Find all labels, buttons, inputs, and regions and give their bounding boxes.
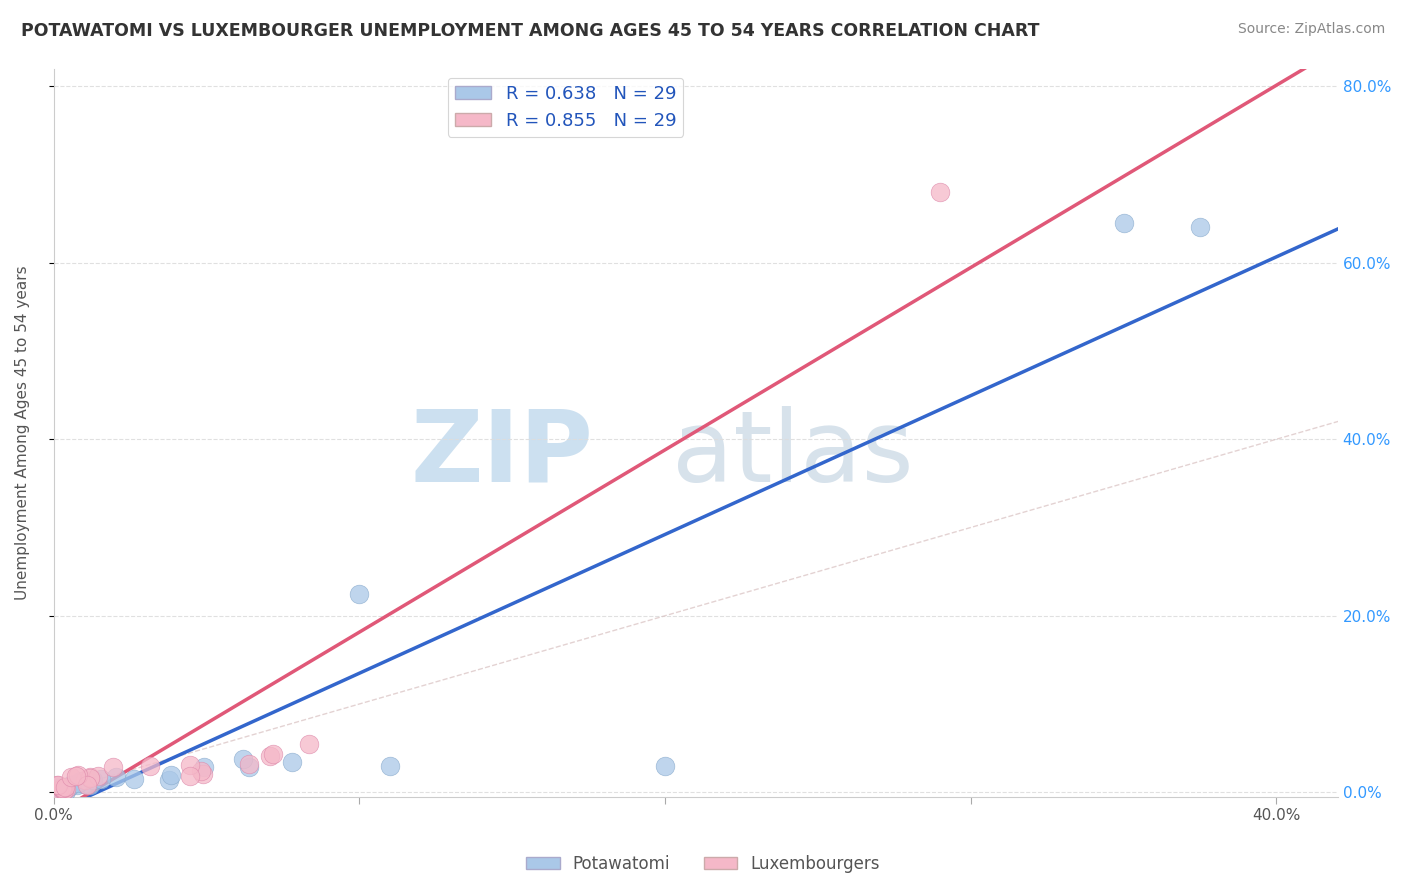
Legend: Potawatomi, Luxembourgers: Potawatomi, Luxembourgers <box>519 848 887 880</box>
Point <box>46 779 69 793</box>
Point <box>79 771 101 785</box>
Point <box>349 587 371 601</box>
Point <box>48 783 70 797</box>
Point <box>55 783 77 797</box>
Y-axis label: Unemployment Among Ages 45 to 54 years: Unemployment Among Ages 45 to 54 years <box>15 265 30 600</box>
Point <box>69 774 91 789</box>
Point <box>51 780 73 795</box>
Point <box>73 777 96 791</box>
Point <box>51 781 73 796</box>
Point <box>238 759 260 773</box>
Point <box>122 772 145 786</box>
Point <box>52 781 75 796</box>
Point <box>82 773 104 788</box>
Point <box>259 749 281 764</box>
Point <box>46 778 69 792</box>
Point <box>53 783 76 797</box>
Point <box>157 772 180 787</box>
Point <box>67 768 90 782</box>
Point <box>65 769 87 783</box>
Point <box>104 771 127 785</box>
Point <box>79 778 101 792</box>
Point <box>66 778 89 792</box>
Point <box>238 756 260 771</box>
Point <box>58 780 80 795</box>
Text: POTAWATOMI VS LUXEMBOURGER UNEMPLOYMENT AMONG AGES 45 TO 54 YEARS CORRELATION CH: POTAWATOMI VS LUXEMBOURGER UNEMPLOYMENT … <box>21 22 1039 40</box>
Point <box>179 758 201 772</box>
Point <box>1112 216 1135 230</box>
Point <box>76 778 98 792</box>
Point <box>179 769 201 783</box>
Point <box>55 780 77 794</box>
Point <box>90 772 112 786</box>
Point <box>51 782 73 797</box>
Point <box>73 773 96 788</box>
Point <box>59 778 82 792</box>
Point <box>46 781 69 796</box>
Point <box>191 767 214 781</box>
Point <box>378 759 401 773</box>
Point <box>53 780 76 795</box>
Point <box>193 760 215 774</box>
Text: ZIP: ZIP <box>411 406 593 503</box>
Point <box>51 781 73 796</box>
Point <box>1189 220 1212 235</box>
Point <box>159 768 181 782</box>
Legend: R = 0.638   N = 29, R = 0.855   N = 29: R = 0.638 N = 29, R = 0.855 N = 29 <box>449 78 683 137</box>
Point <box>45 778 67 792</box>
Point <box>66 776 89 790</box>
Point <box>929 185 952 199</box>
Point <box>262 747 284 762</box>
Point <box>103 760 125 774</box>
Point <box>297 737 319 751</box>
Text: Source: ZipAtlas.com: Source: ZipAtlas.com <box>1237 22 1385 37</box>
Point <box>59 770 82 784</box>
Point <box>654 759 676 773</box>
Point <box>52 781 75 796</box>
Point <box>190 764 212 778</box>
Point <box>55 781 77 796</box>
Point <box>139 759 162 773</box>
Point <box>79 770 101 784</box>
Point <box>52 783 75 797</box>
Text: atlas: atlas <box>672 406 914 503</box>
Point <box>281 755 304 769</box>
Point <box>232 751 254 765</box>
Point <box>87 769 110 783</box>
